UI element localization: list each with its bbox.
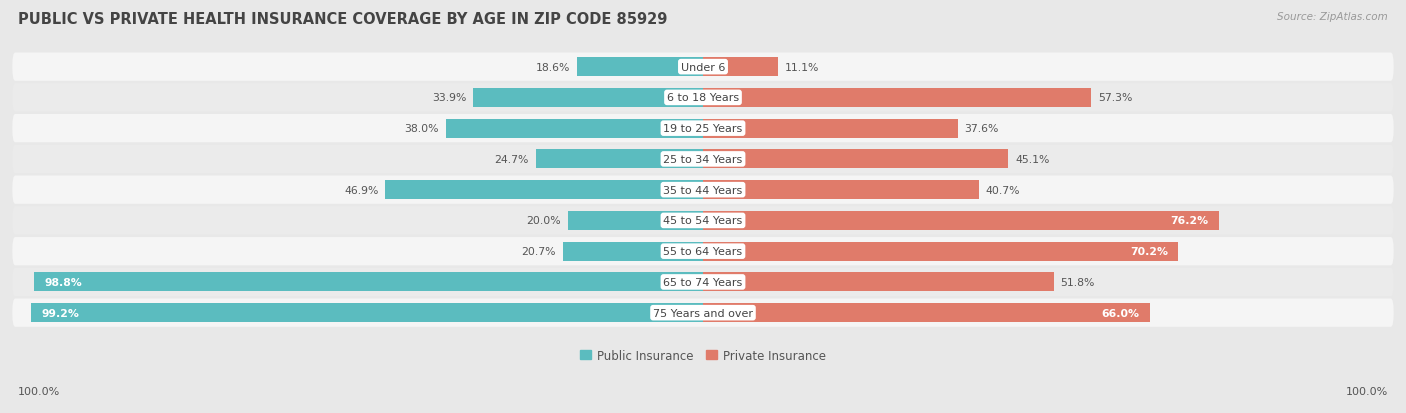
- Text: 51.8%: 51.8%: [1060, 277, 1095, 287]
- FancyBboxPatch shape: [13, 268, 1393, 297]
- Text: Source: ZipAtlas.com: Source: ZipAtlas.com: [1277, 12, 1388, 22]
- Text: 20.0%: 20.0%: [526, 216, 561, 226]
- Text: 25 to 34 Years: 25 to 34 Years: [664, 154, 742, 164]
- Text: 57.3%: 57.3%: [1098, 93, 1132, 103]
- Bar: [703, 304, 1150, 323]
- Text: 46.9%: 46.9%: [344, 185, 378, 195]
- Text: 100.0%: 100.0%: [1346, 387, 1388, 396]
- Text: 11.1%: 11.1%: [785, 62, 820, 72]
- Bar: [703, 242, 1178, 261]
- Text: 38.0%: 38.0%: [405, 124, 439, 134]
- FancyBboxPatch shape: [13, 237, 1393, 266]
- Text: 45 to 54 Years: 45 to 54 Years: [664, 216, 742, 226]
- Text: 19 to 25 Years: 19 to 25 Years: [664, 124, 742, 134]
- Bar: [474, 89, 703, 108]
- Text: 33.9%: 33.9%: [432, 93, 467, 103]
- Bar: [385, 180, 703, 200]
- Text: 55 to 64 Years: 55 to 64 Years: [664, 247, 742, 256]
- Bar: [568, 211, 703, 230]
- Bar: [703, 119, 957, 138]
- Text: 75 Years and over: 75 Years and over: [652, 308, 754, 318]
- Text: 40.7%: 40.7%: [986, 185, 1019, 195]
- Text: 45.1%: 45.1%: [1015, 154, 1049, 164]
- Bar: [446, 119, 703, 138]
- Bar: [703, 211, 1219, 230]
- Bar: [703, 273, 1053, 292]
- Text: 70.2%: 70.2%: [1130, 247, 1168, 256]
- Bar: [703, 58, 778, 77]
- Text: Under 6: Under 6: [681, 62, 725, 72]
- Text: 6 to 18 Years: 6 to 18 Years: [666, 93, 740, 103]
- Text: 18.6%: 18.6%: [536, 62, 571, 72]
- Text: 100.0%: 100.0%: [18, 387, 60, 396]
- Bar: [703, 89, 1091, 108]
- Text: 76.2%: 76.2%: [1171, 216, 1209, 226]
- Bar: [562, 242, 703, 261]
- FancyBboxPatch shape: [13, 176, 1393, 204]
- Bar: [703, 180, 979, 200]
- Bar: [576, 58, 703, 77]
- Text: 66.0%: 66.0%: [1102, 308, 1140, 318]
- Text: 99.2%: 99.2%: [41, 308, 79, 318]
- Bar: [703, 150, 1008, 169]
- FancyBboxPatch shape: [13, 84, 1393, 112]
- Bar: [34, 273, 703, 292]
- Text: 24.7%: 24.7%: [495, 154, 529, 164]
- Text: PUBLIC VS PRIVATE HEALTH INSURANCE COVERAGE BY AGE IN ZIP CODE 85929: PUBLIC VS PRIVATE HEALTH INSURANCE COVER…: [18, 12, 668, 27]
- Bar: [31, 304, 703, 323]
- Text: 98.8%: 98.8%: [44, 277, 82, 287]
- Text: 65 to 74 Years: 65 to 74 Years: [664, 277, 742, 287]
- FancyBboxPatch shape: [13, 207, 1393, 235]
- FancyBboxPatch shape: [13, 299, 1393, 327]
- Bar: [536, 150, 703, 169]
- Text: 37.6%: 37.6%: [965, 124, 998, 134]
- Text: 20.7%: 20.7%: [522, 247, 555, 256]
- Text: 35 to 44 Years: 35 to 44 Years: [664, 185, 742, 195]
- FancyBboxPatch shape: [13, 115, 1393, 143]
- FancyBboxPatch shape: [13, 53, 1393, 82]
- Legend: Public Insurance, Private Insurance: Public Insurance, Private Insurance: [575, 344, 831, 367]
- FancyBboxPatch shape: [13, 145, 1393, 173]
